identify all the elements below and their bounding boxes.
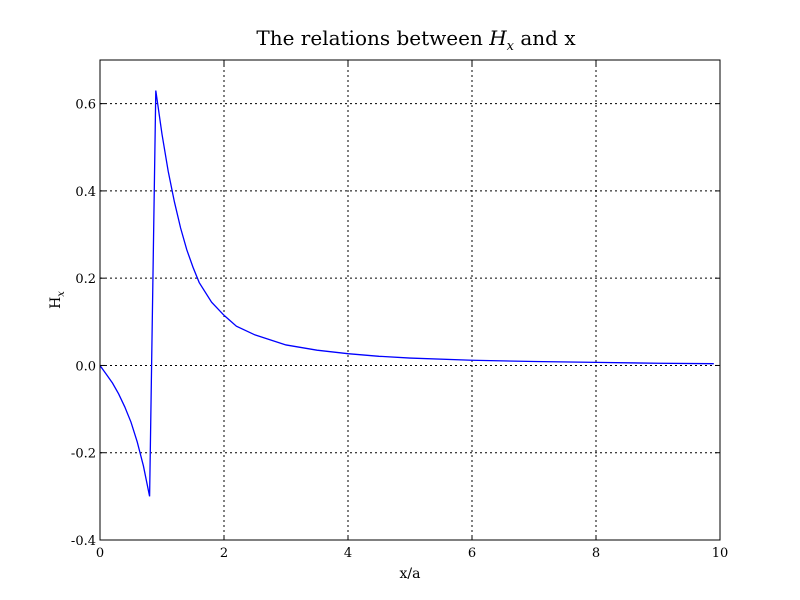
y-tick-label: -0.2: [71, 447, 96, 462]
chart-title-suffix: and x: [514, 26, 576, 50]
y-tick-label: 0.0: [75, 359, 96, 374]
y-tick-label: 0.4: [75, 185, 96, 200]
y-axis-label: Hx: [48, 291, 67, 309]
y-tick-label: -0.4: [71, 534, 96, 549]
x-tick-label: 10: [712, 546, 729, 561]
y-axis-label-var: H: [48, 297, 64, 309]
series-line: [99, 90, 714, 497]
chart-title-prefix: The relations between: [256, 26, 489, 50]
y-tick-label: 0.6: [75, 98, 96, 113]
y-axis-label-sub: x: [56, 291, 67, 297]
chart-title-sub: x: [507, 39, 515, 54]
plot-frame: [99, 59, 721, 541]
chart-title: The relations between Hx and x: [256, 26, 576, 54]
x-tick-label: 0: [96, 546, 104, 561]
x-axis-label: x/a: [400, 566, 421, 582]
x-tick-label: 6: [468, 546, 476, 561]
x-tick-label: 4: [344, 546, 352, 561]
y-tick-label: 0.2: [75, 272, 96, 287]
x-tick-label: 2: [220, 546, 228, 561]
grid: [100, 60, 720, 540]
ticks: 0 2 4 6 8 10 -0.4 -0.2 0.0 0.2 0.4 0.6: [71, 60, 728, 561]
x-tick-label: 8: [592, 546, 600, 561]
chart-title-var: H: [488, 26, 507, 50]
series-layer: [99, 90, 714, 497]
